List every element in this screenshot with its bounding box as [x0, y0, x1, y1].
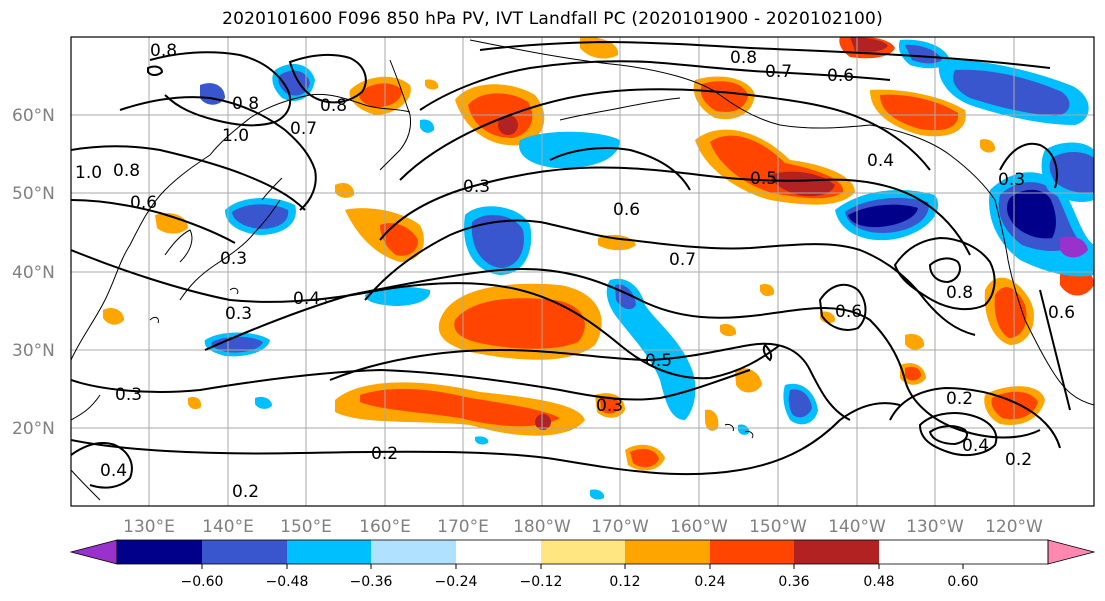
contour-label: 0.3 [115, 385, 142, 405]
colorbar-tick-label: 0.60 [947, 574, 978, 590]
map-frame [70, 36, 1095, 507]
lon-tick-label: 170°W [591, 517, 649, 537]
contour-label: 0.5 [645, 351, 672, 371]
contour-label: 0.8 [232, 94, 259, 114]
contour-label: 0.6 [613, 200, 640, 220]
contour-label: 0.6 [130, 193, 157, 213]
negative-anomaly-regions [200, 39, 1094, 500]
colorbar-outline [116, 539, 1049, 565]
lon-tick-label: 150°E [280, 517, 332, 537]
contour-label: 0.5 [750, 169, 777, 189]
contour-label: 0.3 [220, 249, 247, 269]
colorbar-tick-label: 0.48 [863, 574, 894, 590]
colorbar-tick-label: −0.60 [181, 574, 224, 590]
colorbar-swatch [202, 540, 287, 564]
lon-axis: 130°E 140°E 150°E 160°E 170°E 180°W 170°… [123, 517, 1043, 537]
colorbar-swatch [456, 540, 541, 564]
coast-japan [179, 177, 283, 301]
contour-label: 0.2 [946, 389, 973, 409]
lon-tick-label: 130°W [906, 517, 964, 537]
contour-label: 0.3 [225, 304, 252, 324]
contour-label: 0.8 [946, 283, 973, 303]
contour-label: 0.2 [1005, 450, 1032, 470]
graticule [71, 37, 1094, 506]
lat-axis: 20°N 30°N 40°N 50°N 60°N [12, 106, 55, 439]
contour-label: 0.4 [962, 436, 989, 456]
contour-label: 0.3 [596, 396, 623, 416]
colorbar-tick-label: 0.12 [609, 574, 640, 590]
colorbar-swatch [710, 540, 794, 564]
colorbar-tick-label: 0.36 [778, 574, 809, 590]
lon-tick-label: 150°W [749, 517, 807, 537]
colorbar-swatch [371, 540, 456, 564]
contour-label: 0.4 [293, 289, 320, 309]
coast-asia [71, 93, 411, 501]
contour-label: 0.6 [835, 302, 862, 322]
coast-hawaii [724, 424, 754, 439]
contour-label: 0.4 [100, 461, 127, 481]
contour-lines [71, 40, 1071, 489]
contour-label: 1.0 [222, 126, 249, 146]
lon-tick-label: 160°W [670, 517, 728, 537]
colorbar-swatch [794, 540, 879, 564]
contour-label: 0.3 [998, 170, 1025, 190]
contour-label: 0.8 [730, 48, 757, 68]
contour-label: 0.2 [371, 444, 398, 464]
map-panel [71, 37, 1094, 506]
contour-label: 1.0 [75, 163, 102, 183]
lon-tick-label: 130°E [123, 517, 175, 537]
coast-aleutians [559, 97, 681, 121]
contour-label: 0.8 [320, 96, 347, 116]
contour-label: 0.2 [232, 482, 259, 502]
colorbar-tick-label: −0.36 [350, 574, 393, 590]
lat-tick-label: 60°N [12, 106, 55, 126]
lat-tick-label: 40°N [12, 263, 55, 283]
lon-tick-label: 180°W [513, 517, 571, 537]
lat-tick-label: 30°N [12, 341, 55, 361]
coast-kamchatka [379, 59, 411, 171]
coast-alaska [469, 39, 996, 201]
colorbar-swatch [117, 540, 202, 564]
colorbar-swatch [287, 540, 371, 564]
colorbar-swatch [625, 540, 710, 564]
contour-label: 0.6 [1048, 303, 1075, 323]
lon-tick-label: 120°W [985, 517, 1043, 537]
coast-korea [164, 229, 193, 263]
colorbar-tick-label: −0.48 [266, 574, 309, 590]
pv-shading [103, 37, 1094, 500]
contour-label: 0.7 [765, 62, 792, 82]
lon-tick-label: 140°W [828, 517, 886, 537]
colorbar-tick-label: 0.24 [694, 574, 725, 590]
contour-label: 0.6 [827, 66, 854, 86]
lat-tick-label: 20°N [12, 419, 55, 439]
lon-tick-label: 160°E [359, 517, 411, 537]
colorbar-tick-label: −0.24 [435, 574, 478, 590]
colorbar: −0.60 −0.48 −0.36 −0.24 −0.12 0.12 0.24 … [69, 539, 1096, 590]
map-title: 2020101600 F096 850 hPa PV, IVT Landfall… [222, 9, 883, 29]
colorbar-swatch [541, 540, 625, 564]
colorbar-extend-max [1047, 539, 1096, 565]
contour-label: 0.8 [113, 161, 140, 181]
contour-label: 0.7 [290, 119, 317, 139]
lon-tick-label: 170°E [437, 517, 489, 537]
colorbar-extend-min [69, 539, 118, 565]
contour-label-layer: 0.8 0.8 0.8 1.0 0.7 0.8 1.0 0.6 0.3 0.4 … [75, 41, 1075, 502]
lon-tick-label: 140°E [202, 517, 254, 537]
contour-label: 0.4 [867, 151, 894, 171]
contour-label: 0.7 [669, 250, 696, 270]
contour-label: 0.8 [150, 41, 177, 61]
contour-label: 0.3 [463, 177, 490, 197]
colorbar-tick-label: −0.12 [520, 574, 563, 590]
lat-tick-label: 50°N [12, 184, 55, 204]
